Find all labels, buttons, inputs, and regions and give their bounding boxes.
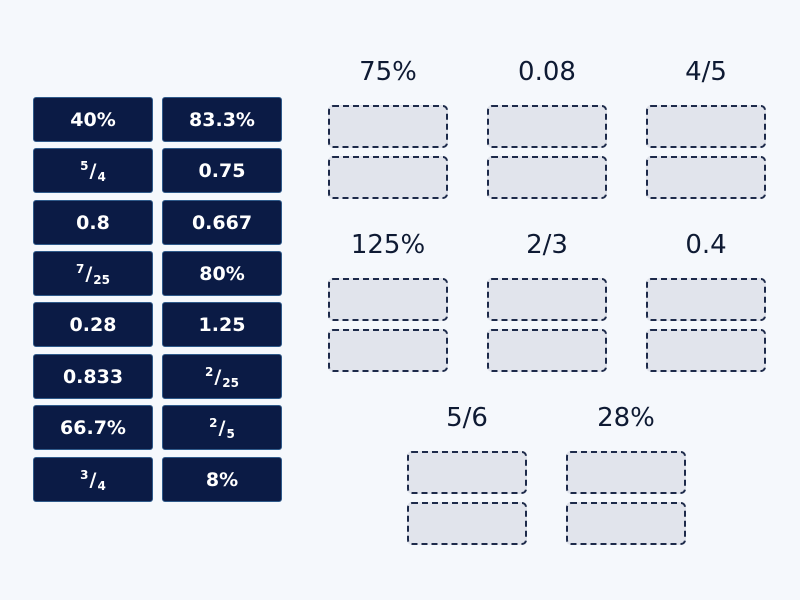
drop-slot[interactable] [487, 156, 607, 199]
tile-text: 66.7% [60, 416, 126, 439]
target-label: 0.08 [518, 57, 576, 87]
drop-slot[interactable] [487, 329, 607, 372]
fraction: 7/25 [75, 261, 110, 287]
fraction: 2/25 [204, 364, 239, 390]
drop-slot[interactable] [646, 278, 766, 321]
denominator: 25 [93, 272, 110, 287]
numerator: 2 [204, 364, 214, 379]
answer-tile[interactable]: 83.3% [162, 97, 282, 142]
numerator: 3 [80, 467, 89, 482]
tile-text: 1.25 [198, 313, 246, 336]
tile-text: 0.75 [198, 159, 246, 182]
target-label: 2/3 [526, 230, 568, 260]
answer-tile[interactable]: 66.7% [33, 405, 153, 450]
fraction: 3/4 [80, 467, 106, 493]
denominator: 4 [97, 169, 106, 184]
drop-slot[interactable] [328, 156, 448, 199]
tile-text: 8% [205, 468, 239, 491]
answer-tile[interactable]: 0.28 [33, 302, 153, 347]
drop-slot[interactable] [328, 278, 448, 321]
answer-tile[interactable]: 2/25 [162, 354, 282, 399]
answer-tile[interactable]: 5/4 [33, 148, 153, 193]
numerator: 7 [75, 261, 85, 276]
target-label: 75% [359, 57, 417, 87]
drop-slot[interactable] [646, 329, 766, 372]
answer-tile[interactable]: 0.75 [162, 148, 282, 193]
fraction: 2/5 [209, 415, 235, 441]
answer-tile[interactable]: 2/5 [162, 405, 282, 450]
target-label: 4/5 [685, 57, 727, 87]
denominator: 5 [226, 426, 235, 441]
answer-tile[interactable]: 0.833 [33, 354, 153, 399]
tile-text: 0.8 [76, 211, 110, 234]
answer-tile[interactable]: 1.25 [162, 302, 282, 347]
target-label: 28% [597, 403, 655, 433]
tile-text: 83.3% [189, 108, 255, 131]
drop-slot[interactable] [328, 105, 448, 148]
answer-tile[interactable]: 80% [162, 251, 282, 296]
answer-tile[interactable]: 8% [162, 457, 282, 502]
drop-slot[interactable] [487, 105, 607, 148]
drop-slot[interactable] [407, 502, 527, 545]
tile-text: 40% [70, 108, 116, 131]
answer-tile[interactable]: 3/4 [33, 457, 153, 502]
answer-tile[interactable]: 0.8 [33, 200, 153, 245]
tile-text: 0.667 [191, 211, 253, 234]
drop-slot[interactable] [566, 502, 686, 545]
tile-text: 0.28 [69, 313, 117, 336]
drop-slot[interactable] [566, 451, 686, 494]
tile-text: 0.833 [62, 365, 124, 388]
drop-slot[interactable] [407, 451, 527, 494]
target-label: 0.4 [685, 230, 727, 260]
numerator: 2 [209, 415, 218, 430]
drop-slot[interactable] [646, 156, 766, 199]
answer-tile[interactable]: 0.667 [162, 200, 282, 245]
drop-slot[interactable] [328, 329, 448, 372]
target-label: 125% [350, 230, 426, 260]
denominator: 4 [97, 478, 106, 493]
answer-tile[interactable]: 40% [33, 97, 153, 142]
fraction: 5/4 [80, 158, 106, 184]
tile-text: 80% [199, 262, 245, 285]
drop-slot[interactable] [646, 105, 766, 148]
denominator: 25 [222, 375, 239, 390]
target-label: 5/6 [446, 403, 488, 433]
answer-tile[interactable]: 7/25 [33, 251, 153, 296]
numerator: 5 [80, 158, 89, 173]
drop-slot[interactable] [487, 278, 607, 321]
